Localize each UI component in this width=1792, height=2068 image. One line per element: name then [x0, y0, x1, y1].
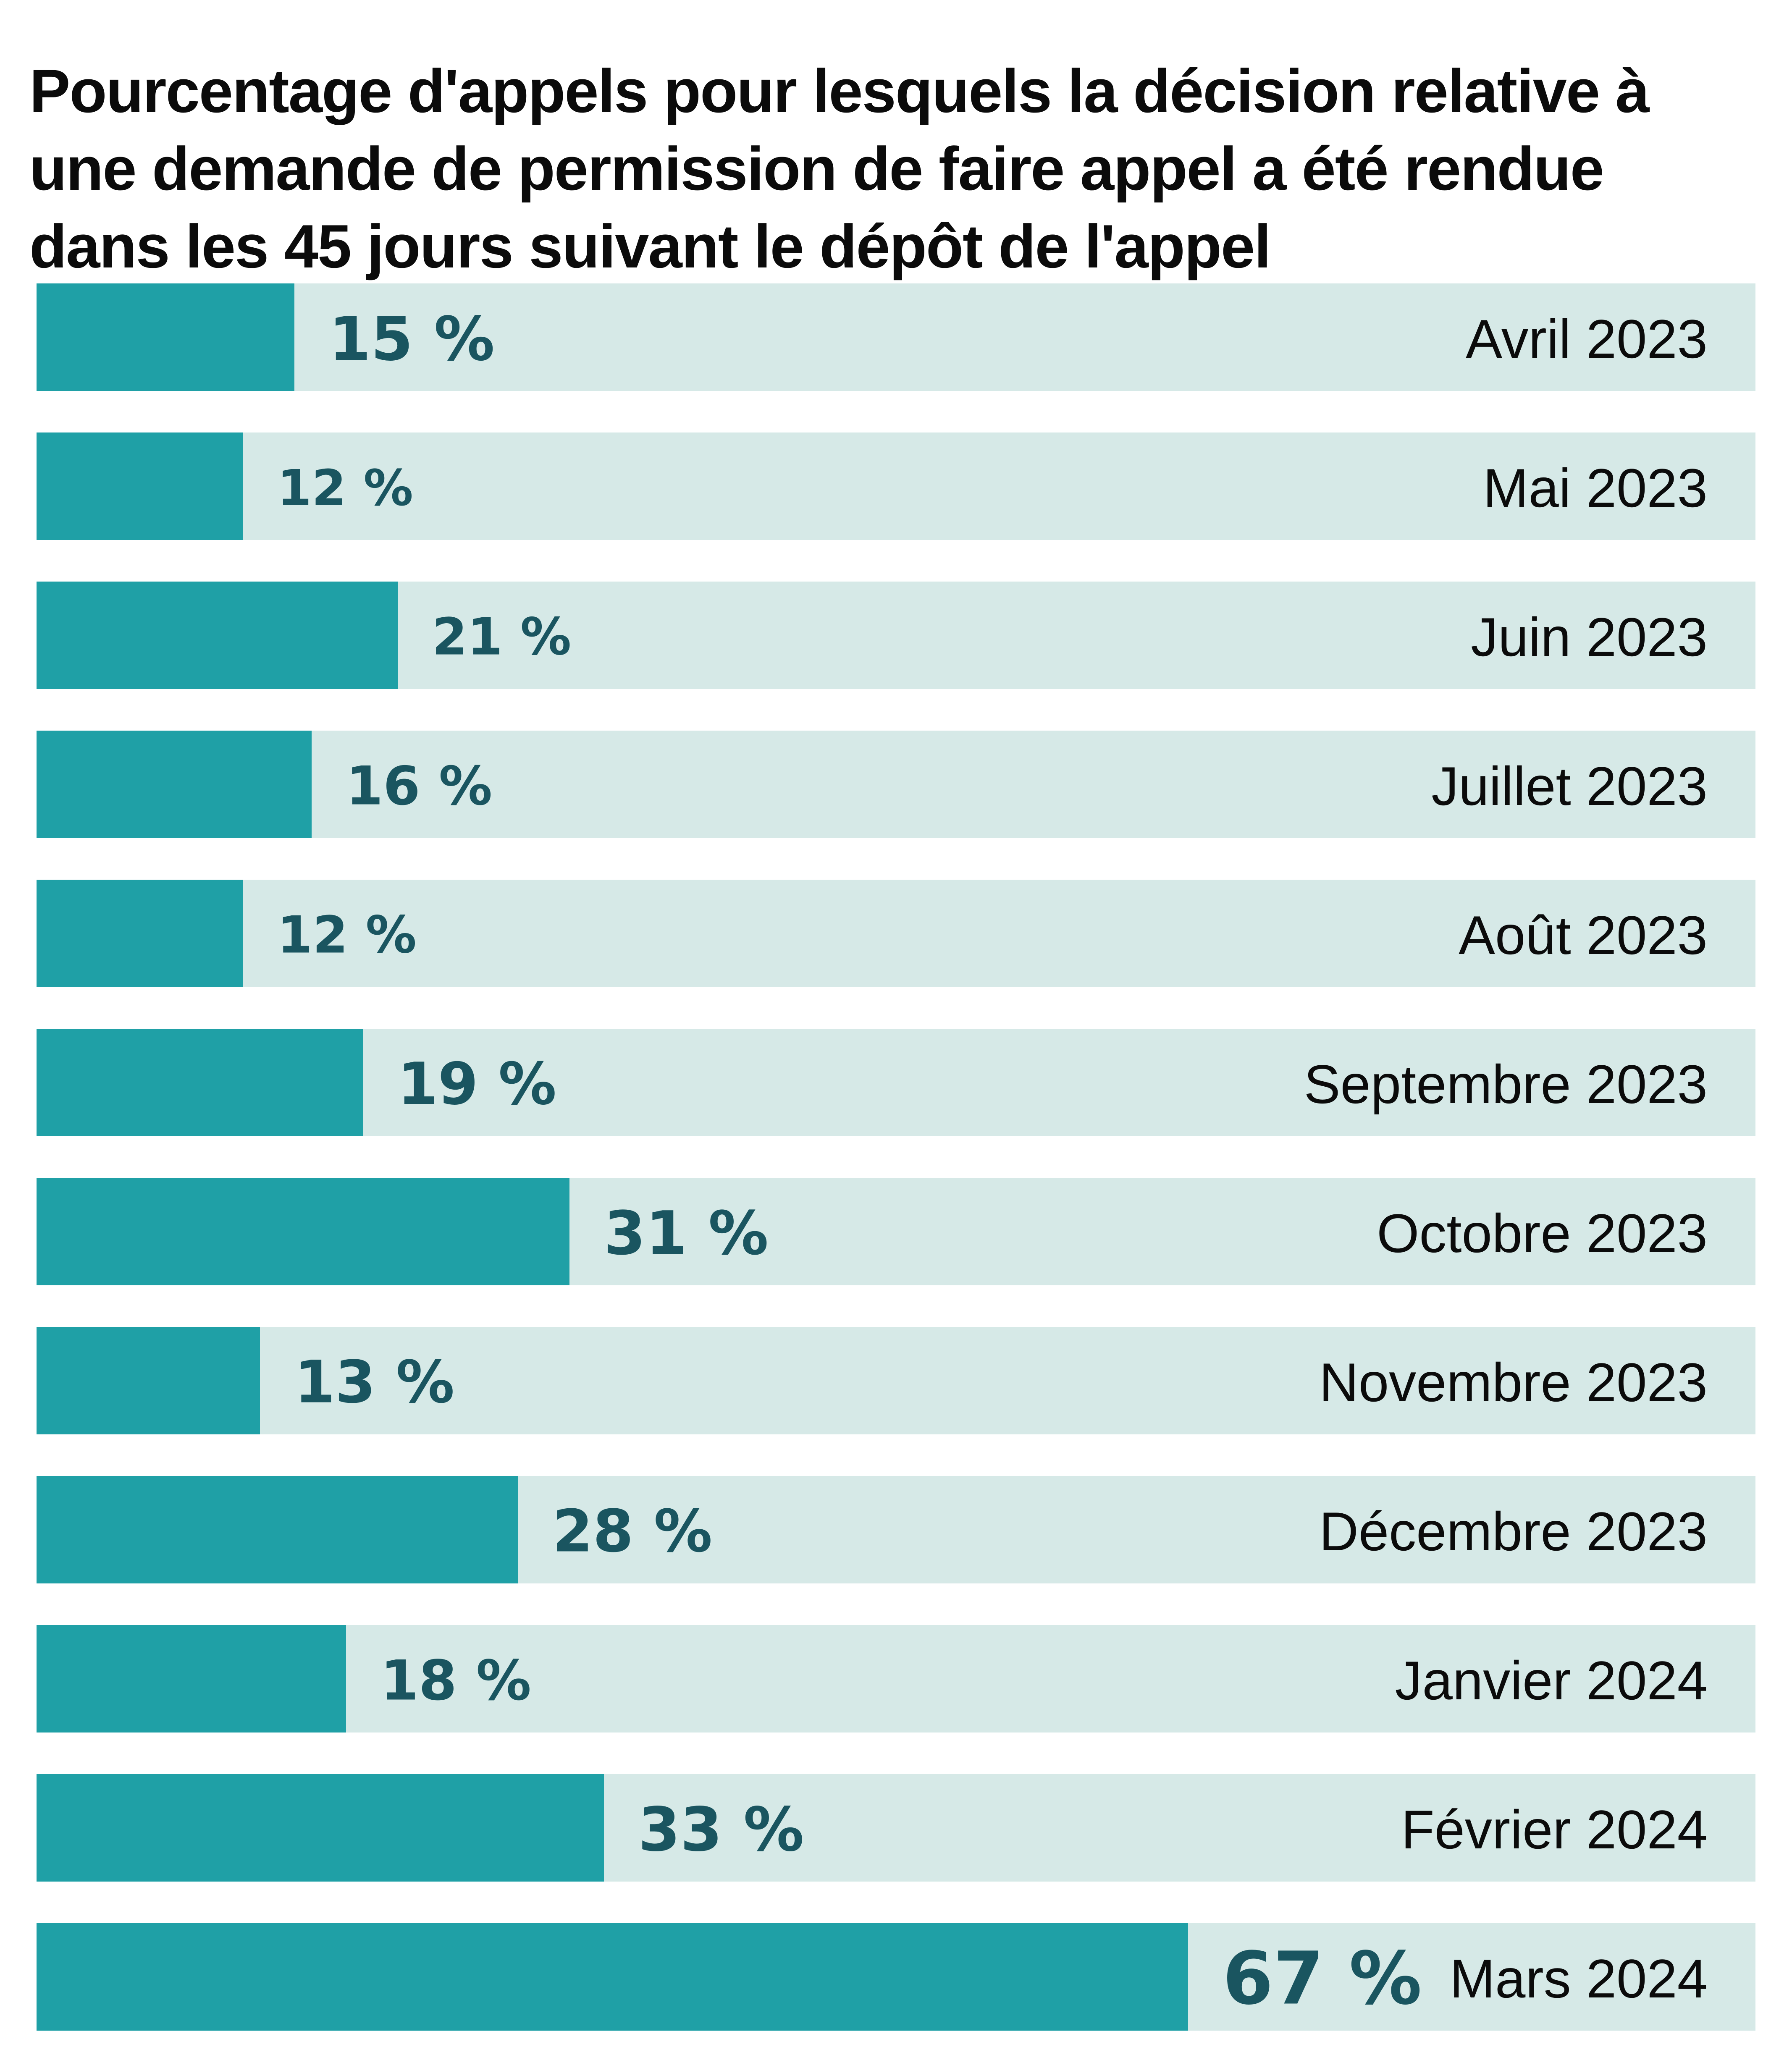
category-label: Mai 2023: [1483, 457, 1708, 519]
category-label: Avril 2023: [1466, 308, 1708, 370]
value-label: 12 %: [277, 905, 417, 965]
value-label: 13 %: [294, 1348, 455, 1416]
value-label: 31 %: [603, 1198, 769, 1269]
chart-title-line-3: dans les 45 jours suivant le dépôt de l'…: [29, 212, 1271, 280]
bar-row: 31 % Octobre 2023: [37, 1178, 1755, 1285]
bar-fill: [37, 1476, 518, 1583]
bar-row: 13 % Novembre 2023: [37, 1327, 1755, 1434]
bar-row: 12 % Mai 2023: [37, 432, 1755, 540]
category-label: Juin 2023: [1471, 606, 1708, 668]
bar-row: 18 % Janvier 2024: [37, 1625, 1755, 1733]
value-label: 19 %: [397, 1050, 557, 1118]
bar-fill: [37, 1178, 569, 1285]
value-label: 33 %: [638, 1794, 804, 1865]
bar-fill: [37, 432, 243, 540]
bar-chart: 15 % Avril 2023 12 % Mai 2023 21 % Juin 2023 1…: [37, 283, 1755, 2068]
bar-row: 21 % Juin 2023: [37, 582, 1755, 689]
value-label: 28 %: [552, 1497, 713, 1565]
bar-fill: [37, 1327, 260, 1434]
value-label: 15 %: [328, 304, 495, 374]
bar-fill: [37, 283, 294, 391]
bar-row: 67 % Mars 2024: [37, 1923, 1755, 2031]
category-label: Janvier 2024: [1395, 1650, 1708, 1711]
bar-fill: [37, 1029, 363, 1136]
chart-title-line-2: une demande de permission de faire appel…: [29, 134, 1604, 203]
bar-row: 28 % Décembre 2023: [37, 1476, 1755, 1583]
bar-fill: [37, 1774, 604, 1882]
bar-row: 33 % Février 2024: [37, 1774, 1755, 1882]
category-label: Octobre 2023: [1377, 1203, 1708, 1264]
bar-row: 15 % Avril 2023: [37, 283, 1755, 391]
category-label: Septembre 2023: [1304, 1054, 1708, 1115]
bar-fill: [37, 880, 243, 987]
category-label: Août 2023: [1459, 904, 1708, 966]
bar-fill: [37, 582, 398, 689]
value-label: 18 %: [380, 1648, 531, 1713]
bar-row: 19 % Septembre 2023: [37, 1029, 1755, 1136]
category-label: Novembre 2023: [1319, 1352, 1708, 1413]
category-label: Décembre 2023: [1319, 1501, 1708, 1562]
bar-row: 12 % Août 2023: [37, 880, 1755, 987]
chart-title: Pourcentage d'appels pour lesquels la dé…: [29, 52, 1764, 285]
value-label: 21 %: [432, 607, 572, 667]
chart-title-line-1: Pourcentage d'appels pour lesquels la dé…: [29, 56, 1650, 125]
bar-row: 16 % Juillet 2023: [37, 731, 1755, 838]
value-label: 16 %: [346, 755, 493, 817]
category-label: Mars 2024: [1449, 1948, 1708, 2009]
bar-fill: [37, 731, 312, 838]
bar-fill: [37, 1923, 1189, 2031]
category-label: Février 2024: [1401, 1799, 1708, 1860]
value-label: 67 %: [1223, 1936, 1422, 2021]
category-label: Juillet 2023: [1431, 755, 1708, 817]
value-label: 12 %: [277, 459, 413, 517]
bar-fill: [37, 1625, 346, 1733]
